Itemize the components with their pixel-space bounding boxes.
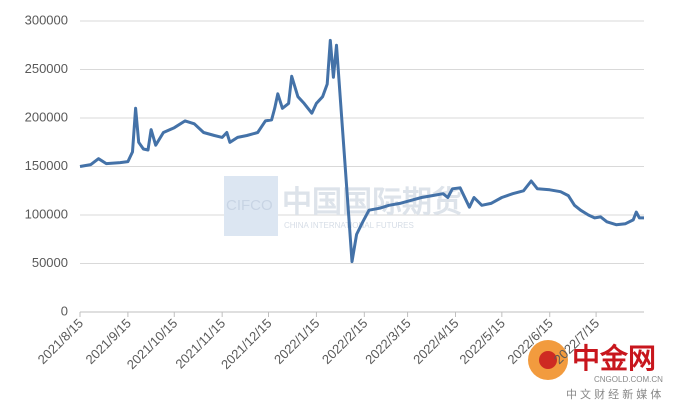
watermark-box (224, 176, 278, 236)
watermark: CIFCO (226, 197, 273, 214)
x-tick-label: 2021/12/15 (218, 316, 275, 373)
x-tick-label: 2022/2/15 (319, 316, 371, 368)
watermark: 中国国际期货 (282, 185, 462, 219)
watermark: 中金网 (572, 342, 656, 374)
y-tick-label: 0 (61, 303, 68, 318)
x-tick-label: 2022/5/15 (456, 316, 508, 368)
data-line (79, 38, 644, 264)
y-tick-label: 300000 (25, 12, 68, 27)
y-tick-label: 150000 (25, 158, 68, 173)
y-tick-label: 250000 (25, 61, 68, 76)
x-tick-label: 2022/1/15 (271, 316, 323, 368)
logo (539, 351, 557, 369)
x-tick-label: 2021/10/15 (124, 316, 181, 373)
watermark: 中 文 财 经 新 媒 体 (566, 387, 661, 401)
x-tick-label: 2022/4/15 (410, 316, 462, 368)
y-tick-label: 50000 (32, 255, 68, 270)
watermark: CNGOLD.COM.CN (594, 375, 663, 384)
y-tick-label: 100000 (25, 206, 68, 221)
y-tick-label: 200000 (25, 109, 68, 124)
x-tick-label: 2022/3/15 (362, 316, 414, 368)
x-tick-label: 2021/8/15 (35, 316, 87, 368)
